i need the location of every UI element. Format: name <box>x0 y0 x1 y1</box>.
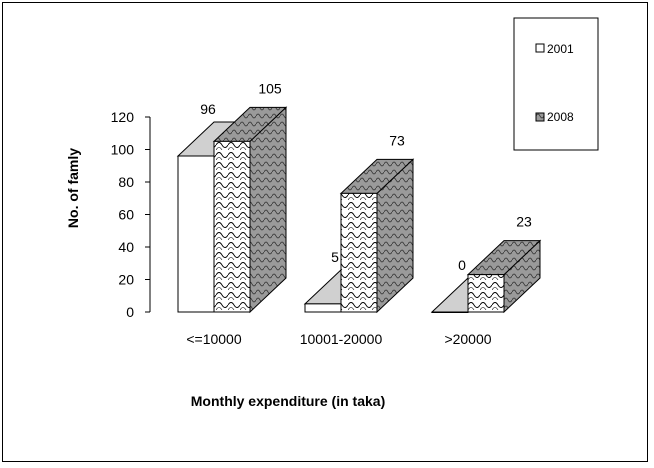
bars <box>176 106 542 314</box>
x-tick-label: 10001-20000 <box>300 331 383 347</box>
bar-2001 <box>304 303 342 313</box>
bar-2008-side <box>249 106 287 314</box>
y-axis-title: No. of famly <box>65 148 81 228</box>
data-label-2001: 96 <box>200 101 216 117</box>
y-axis: 0 20 40 60 80 100 120 <box>111 109 151 320</box>
legend-label-2001: 2001 <box>547 42 574 56</box>
x-tick-label: >20000 <box>444 331 491 347</box>
bar-2008 <box>467 274 505 313</box>
legend: 2001 2008 <box>513 17 599 151</box>
legend-swatch-2008 <box>535 112 545 122</box>
legend-box <box>513 17 599 151</box>
data-label-2008: 23 <box>516 214 532 230</box>
data-label-2008: 105 <box>258 80 282 96</box>
x-tick-label: <=10000 <box>186 331 241 347</box>
data-label-2001: 5 <box>331 249 339 265</box>
y-tick-label: 40 <box>118 239 134 255</box>
bar-2001 <box>177 155 215 313</box>
y-tick-label: 80 <box>118 174 134 190</box>
bar-2001 <box>431 311 469 313</box>
x-tick-labels: <=10000 10001-20000 >20000 <box>186 331 491 347</box>
legend-label-2008: 2008 <box>547 110 574 124</box>
y-tick-label: 60 <box>118 207 134 223</box>
legend-swatch-2001 <box>535 43 545 53</box>
y-tick-label: 100 <box>111 142 135 158</box>
data-label-2001: 0 <box>458 257 466 273</box>
y-tick-label: 120 <box>111 109 135 125</box>
bar-2008 <box>340 192 378 313</box>
data-label-2008: 73 <box>389 132 405 148</box>
x-axis-title: Monthly expenditure (in taka) <box>191 393 385 409</box>
data-labels: 96 105 5 73 0 23 <box>200 80 532 273</box>
y-tick-label: 0 <box>126 304 134 320</box>
y-tick-label: 20 <box>118 272 134 288</box>
bar-2008 <box>213 140 251 313</box>
